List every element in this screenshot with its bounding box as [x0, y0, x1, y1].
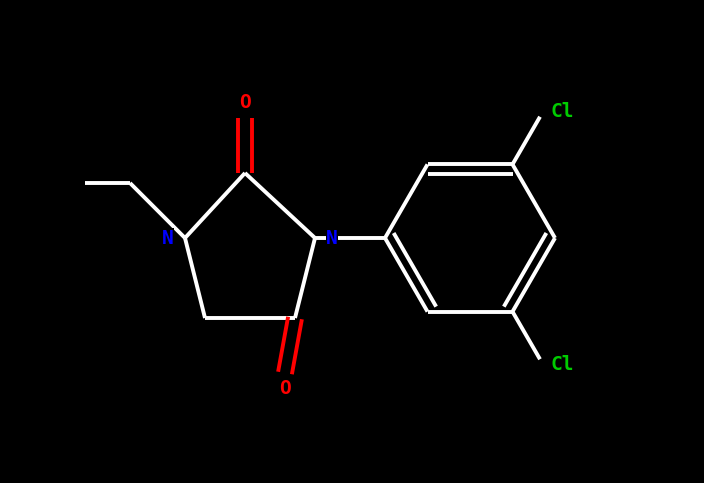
Text: O: O	[279, 379, 291, 398]
Text: N: N	[326, 228, 338, 247]
Text: N: N	[162, 228, 174, 247]
Text: Cl: Cl	[551, 355, 574, 374]
Text: Cl: Cl	[551, 102, 574, 121]
Text: O: O	[239, 94, 251, 113]
